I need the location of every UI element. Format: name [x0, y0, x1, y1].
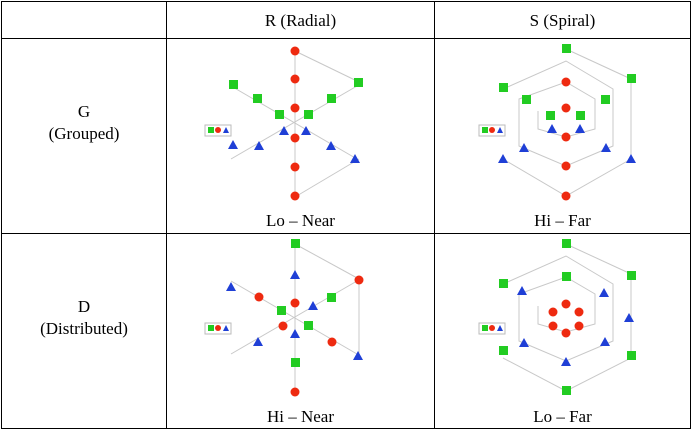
diagram-distributed-radial	[204, 239, 364, 397]
diagram-grouped-spiral	[478, 44, 636, 201]
header-divider	[1, 38, 691, 39]
row-divider	[1, 233, 691, 234]
row-label-grouped: G (Grouped)	[2, 101, 166, 145]
table-border-bottom	[1, 428, 691, 429]
caption-grouped-spiral: Hi – Far	[534, 211, 591, 230]
column-header-spiral: S (Spiral)	[529, 11, 596, 30]
table-border-right	[690, 1, 691, 429]
caption-grouped-radial: Lo – Near	[266, 211, 335, 230]
row-code-distributed: D	[77, 297, 91, 316]
row-label-distributed: D (Distributed)	[2, 296, 166, 340]
column-header-radial: R (Radial)	[264, 11, 337, 30]
diagram-grouped-radial	[204, 46, 363, 201]
caption-distributed-spiral: Lo – Far	[533, 407, 592, 426]
caption-distributed-radial: Hi – Near	[266, 407, 335, 426]
row-name-grouped: (Grouped)	[48, 124, 120, 143]
column-divider-1	[166, 1, 167, 429]
row-code-grouped: G	[77, 102, 91, 121]
table-border-left	[1, 1, 2, 429]
column-divider-2	[434, 1, 435, 429]
table-border-top	[1, 1, 691, 2]
diagram-distributed-spiral	[478, 239, 636, 395]
row-name-distributed: (Distributed)	[40, 319, 128, 338]
